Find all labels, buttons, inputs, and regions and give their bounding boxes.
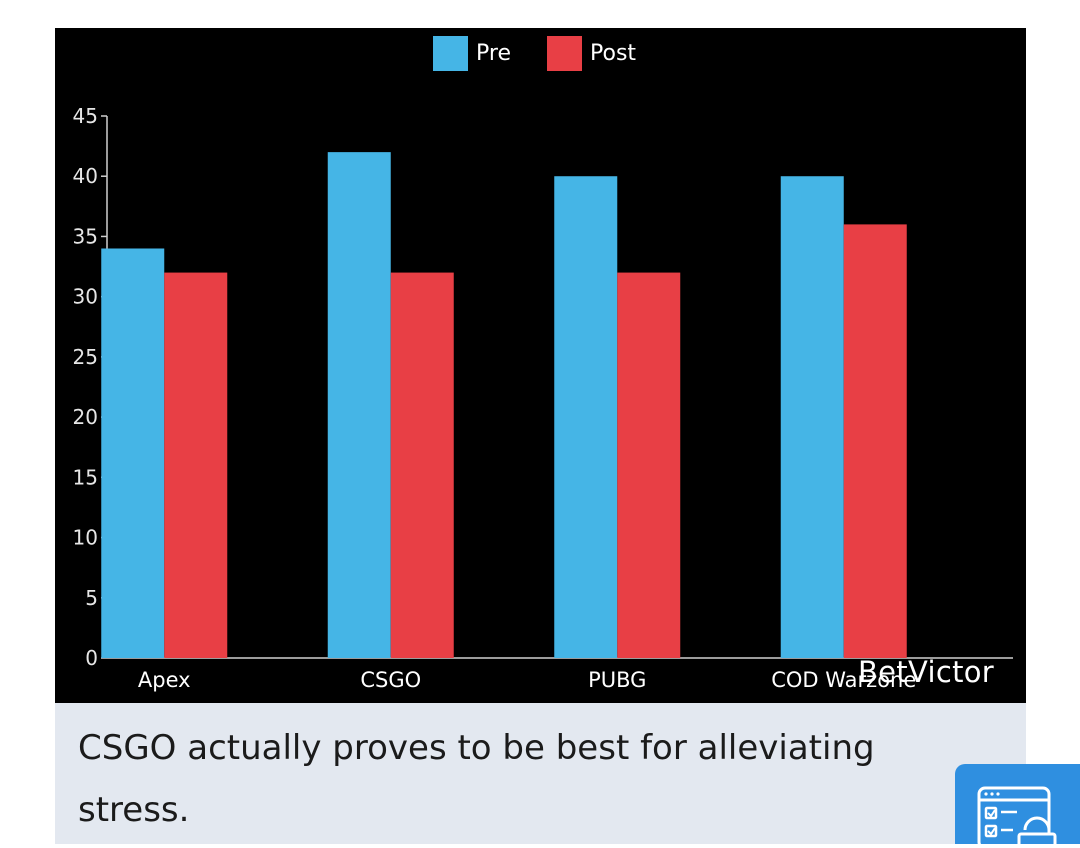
y-tick-label: 25 <box>73 345 98 369</box>
bar-post-csgo <box>390 272 454 658</box>
y-tick-label: 5 <box>85 586 98 610</box>
y-tick-label: 0 <box>85 646 98 670</box>
corner-widget-button[interactable] <box>955 764 1080 848</box>
y-tick-label: 35 <box>73 224 98 248</box>
x-tick-label: CSGO <box>360 668 421 692</box>
caption-box: CSGO actually proves to be best for alle… <box>55 703 1026 844</box>
legend-label-post: Post <box>590 41 636 66</box>
y-tick-label: 45 <box>73 104 98 128</box>
bar-pre-pubg <box>554 176 618 658</box>
legend-label-pre: Pre <box>476 41 511 66</box>
x-tick-label: Apex <box>138 668 191 692</box>
y-tick-label: 30 <box>73 285 98 309</box>
y-tick-label: 15 <box>73 465 98 489</box>
legend-swatch-post <box>547 36 582 71</box>
bar-post-apex <box>164 272 228 658</box>
x-tick-label: PUBG <box>588 668 646 692</box>
chart-figure: 0 5 10 15 20 25 30 35 40 45 Apex CSGO PUBG COD Warzon… <box>55 28 1026 703</box>
bar-post-pubg <box>617 272 681 658</box>
y-tick-label: 20 <box>73 405 98 429</box>
legend-swatch-pre <box>433 36 468 71</box>
bar-post-cod-warzone <box>843 224 907 658</box>
y-tick-label: 40 <box>73 164 98 188</box>
checklist-lock-icon <box>977 786 1057 848</box>
bar-pre-csgo <box>327 152 391 658</box>
bar-pre-cod-warzone <box>780 176 844 658</box>
bar-pre-apex <box>101 248 165 658</box>
bar-chart: 0 5 10 15 20 25 30 35 40 45 Apex CSGO PUBG COD Warzon… <box>73 36 1013 692</box>
caption-text: CSGO actually proves to be best for alle… <box>78 728 875 830</box>
y-tick-label: 10 <box>73 526 98 550</box>
x-tick-label: COD Warzone <box>771 668 916 692</box>
watermark: BetVictor <box>857 655 994 689</box>
